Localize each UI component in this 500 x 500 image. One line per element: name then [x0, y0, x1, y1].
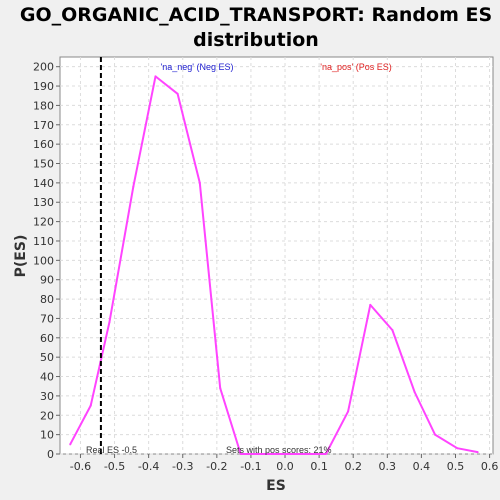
- y-axis-label: P(ES): [13, 235, 29, 278]
- series-point: [369, 303, 372, 306]
- series-point: [304, 453, 307, 455]
- y-tick-label: 140: [33, 177, 54, 190]
- y-tick-label: 0: [47, 448, 54, 461]
- x-tick-label: 0.2: [344, 460, 362, 473]
- y-tick-label: 20: [40, 409, 54, 422]
- x-tick-label: 0.3: [379, 460, 397, 473]
- y-tick-label: 110: [33, 235, 54, 248]
- y-tick-label: 190: [33, 80, 54, 93]
- series-point: [391, 329, 394, 332]
- x-axis-label: ES: [266, 478, 286, 494]
- x-tick-label: -0.5: [104, 460, 125, 473]
- y-tick-label: 100: [33, 254, 54, 267]
- series-point: [324, 453, 327, 455]
- es-distribution-series-line: [69, 75, 478, 455]
- series-point: [434, 433, 437, 436]
- x-tick-label: -0.1: [240, 460, 261, 473]
- x-tick-label: 0.5: [447, 460, 465, 473]
- series-point: [154, 75, 157, 78]
- y-tick-label: 130: [33, 196, 54, 209]
- series-point: [108, 321, 111, 324]
- axis-ticks: 0 10 20 30 40 50 60 70 80 90 100 110 120 130 140 150 160…: [33, 61, 498, 473]
- series-point: [219, 387, 222, 390]
- plot-area: [59, 56, 494, 455]
- pos-scores-annotation: Sets with pos scores: 21%: [226, 445, 332, 455]
- x-tick-label: -0.4: [138, 460, 159, 473]
- x-tick-label: 0.4: [413, 460, 431, 473]
- series-point: [89, 404, 92, 407]
- x-tick-label: 0.6: [481, 460, 499, 473]
- y-tick-label: 70: [40, 312, 54, 325]
- legend-pos-es: 'na_pos' (Pos ES): [320, 62, 391, 72]
- y-tick-label: 30: [40, 390, 54, 403]
- series-point: [261, 453, 264, 455]
- y-tick-label: 80: [40, 293, 54, 306]
- real-es-label: Real ES -0.5: [86, 445, 137, 455]
- x-tick-label: -0.6: [70, 460, 91, 473]
- series-point: [476, 451, 479, 454]
- y-tick-label: 10: [40, 429, 54, 442]
- chart-title-line-1: GO_ORGANIC_ACID_TRANSPORT: Random ES: [20, 4, 492, 26]
- series-point: [284, 453, 287, 455]
- series-point: [69, 443, 72, 446]
- series-point: [176, 92, 179, 95]
- series-point: [239, 453, 242, 455]
- x-tick-label: 0.1: [310, 460, 328, 473]
- x-tick-label: -0.2: [206, 460, 227, 473]
- x-tick-label: 0.0: [276, 460, 294, 473]
- series-point: [456, 447, 459, 450]
- series-layer: [69, 75, 479, 455]
- series-point: [413, 391, 416, 394]
- y-tick-label: 150: [33, 158, 54, 171]
- y-tick-label: 160: [33, 138, 54, 151]
- y-tick-label: 170: [33, 119, 54, 132]
- y-tick-label: 200: [33, 61, 54, 74]
- series-point: [132, 185, 135, 188]
- y-tick-label: 180: [33, 99, 54, 112]
- y-tick-label: 60: [40, 332, 54, 345]
- grid: [60, 57, 493, 455]
- series-point: [347, 410, 350, 413]
- chart-title-line-2: distribution: [193, 29, 319, 51]
- series-point: [198, 181, 201, 184]
- y-tick-label: 40: [40, 371, 54, 384]
- y-tick-label: 50: [40, 351, 54, 364]
- legend-neg-es: 'na_neg' (Neg ES): [161, 62, 234, 72]
- y-tick-label: 120: [33, 216, 54, 229]
- y-tick-label: 90: [40, 274, 54, 287]
- x-tick-label: -0.3: [172, 460, 193, 473]
